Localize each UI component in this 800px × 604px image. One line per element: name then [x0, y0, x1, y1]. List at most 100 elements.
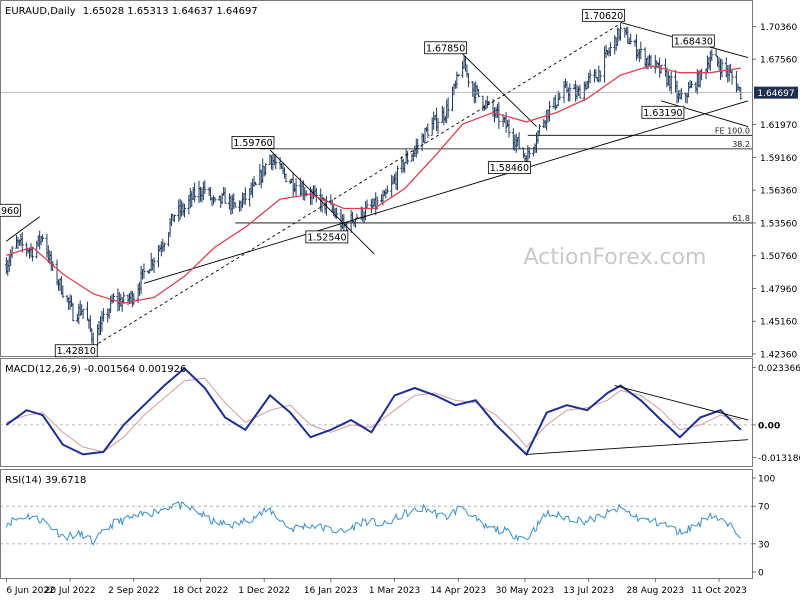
y-tick-label: 1.70360	[760, 23, 797, 33]
price-annotation: 1.53960	[0, 203, 21, 217]
price-bar	[446, 97, 450, 119]
price-bar	[659, 64, 663, 74]
price-bar	[243, 187, 247, 205]
price-bar	[436, 118, 440, 134]
price-bar	[558, 92, 562, 101]
price-annotation: 1.68430	[671, 34, 715, 47]
trendline	[143, 100, 749, 284]
macd-y-tick-label: 0.00	[758, 421, 780, 431]
price-bar	[162, 242, 166, 252]
price-bar	[193, 182, 197, 203]
x-tick-label: 6 Jun 2022	[6, 586, 54, 596]
price-bar	[679, 87, 683, 100]
main-static-layer	[235, 134, 752, 224]
fib-level-label: 61.8	[732, 214, 750, 223]
y-tick-label: 1.59160	[760, 154, 797, 164]
price-bar	[406, 151, 410, 165]
price-bar	[629, 33, 633, 45]
rsi-layer	[1, 501, 752, 546]
y-tick-label: 1.42360	[760, 351, 797, 361]
price-bar	[578, 84, 582, 99]
price-bar	[264, 163, 268, 176]
price-bar	[71, 302, 75, 322]
price-bar	[527, 147, 531, 159]
x-tick-label: 1 Mar 2023	[369, 586, 420, 596]
price-bar	[233, 202, 237, 208]
price-bar	[294, 178, 298, 197]
annotation-label: 1.67850	[426, 43, 465, 54]
price-bar	[517, 132, 521, 149]
price-annotation: 1.59760	[231, 136, 275, 149]
price-bar	[639, 41, 643, 60]
y-tick-label: 1.53560	[760, 219, 797, 229]
annotation-label: 1.59760	[233, 138, 272, 149]
price-bar	[30, 246, 34, 262]
price-bar	[588, 69, 592, 84]
rsi-y-axis: 100 70 30 0	[752, 475, 775, 579]
x-tick-label: 2 Sep 2022	[108, 586, 159, 596]
current-price-label: 1.64697	[757, 89, 794, 99]
price-bar	[385, 185, 389, 194]
y-tick-label: 1.47960	[760, 285, 797, 295]
fib-level-label: FE 100.0	[715, 126, 750, 135]
price-bar	[274, 154, 278, 170]
x-tick-label: 1 Dec 2022	[238, 586, 290, 596]
price-bar	[739, 87, 743, 100]
price-bar	[172, 214, 176, 223]
price-bar	[426, 123, 430, 138]
rsi-y-tick-label: 30	[758, 540, 770, 550]
macd-trendline	[614, 385, 749, 421]
macd-y-tick-label: -0.013186	[758, 454, 800, 464]
price-bar	[314, 188, 318, 203]
main-panel-frame	[0, 0, 753, 357]
macd-signal-line	[6, 377, 741, 453]
price-bar	[183, 203, 187, 218]
x-tick-label: 16 Jan 2023	[304, 586, 358, 596]
price-bar	[395, 165, 399, 191]
price-bar	[669, 71, 673, 95]
macd-panel-frame	[0, 358, 753, 467]
price-bar	[730, 68, 734, 85]
price-bar	[477, 88, 481, 98]
x-tick-label: 14 Apr 2023	[430, 586, 486, 596]
price-bar	[10, 246, 14, 259]
moving-average-line	[6, 65, 741, 304]
main-labels-layer: FE 100.0 38.2 61.8 1.70620 1.68430 1.67850 1.6…	[0, 8, 750, 358]
y-tick-label: 1.45160	[760, 318, 797, 328]
price-annotation: 1.52540	[305, 230, 349, 244]
price-bar	[112, 293, 116, 303]
ohlc-values: 1.65028 1.65313 1.64637 1.64697	[83, 6, 258, 17]
annotation-label: 1.63190	[643, 108, 682, 119]
trendline	[269, 149, 375, 255]
annotation-box	[54, 344, 98, 358]
annotation-label: 1.42810	[57, 346, 96, 357]
annotation-box	[231, 136, 275, 149]
price-bar	[548, 101, 552, 122]
price-bar	[122, 291, 126, 304]
price-bar	[152, 257, 156, 274]
price-annotation: 1.67850	[424, 41, 468, 55]
annotation-box	[424, 41, 468, 55]
macd-trendline	[526, 439, 749, 455]
price-bars	[4, 23, 743, 352]
price-bar	[619, 23, 623, 41]
price-bar	[720, 59, 724, 78]
annotation-box	[305, 230, 349, 244]
current-price-bg	[754, 86, 798, 99]
trendline	[93, 23, 621, 347]
price-bar	[81, 308, 85, 319]
rsi-line	[5, 501, 741, 546]
price-bar	[507, 118, 511, 138]
price-bar	[710, 49, 714, 61]
rsi-y-tick-label: 70	[758, 503, 770, 513]
annotation-label: 1.70620	[584, 11, 623, 22]
macd-y-tick-label: 0.023366	[758, 364, 800, 374]
annotation-box	[487, 161, 531, 175]
current-price-marker: 1.64697	[754, 86, 798, 99]
rsi-panel-frame	[0, 469, 753, 579]
y-tick-label: 1.56360	[760, 187, 797, 197]
price-annotation: 1.58460	[487, 161, 531, 175]
annotation-label: 1.68430	[674, 36, 713, 47]
annotation-box	[641, 105, 685, 119]
